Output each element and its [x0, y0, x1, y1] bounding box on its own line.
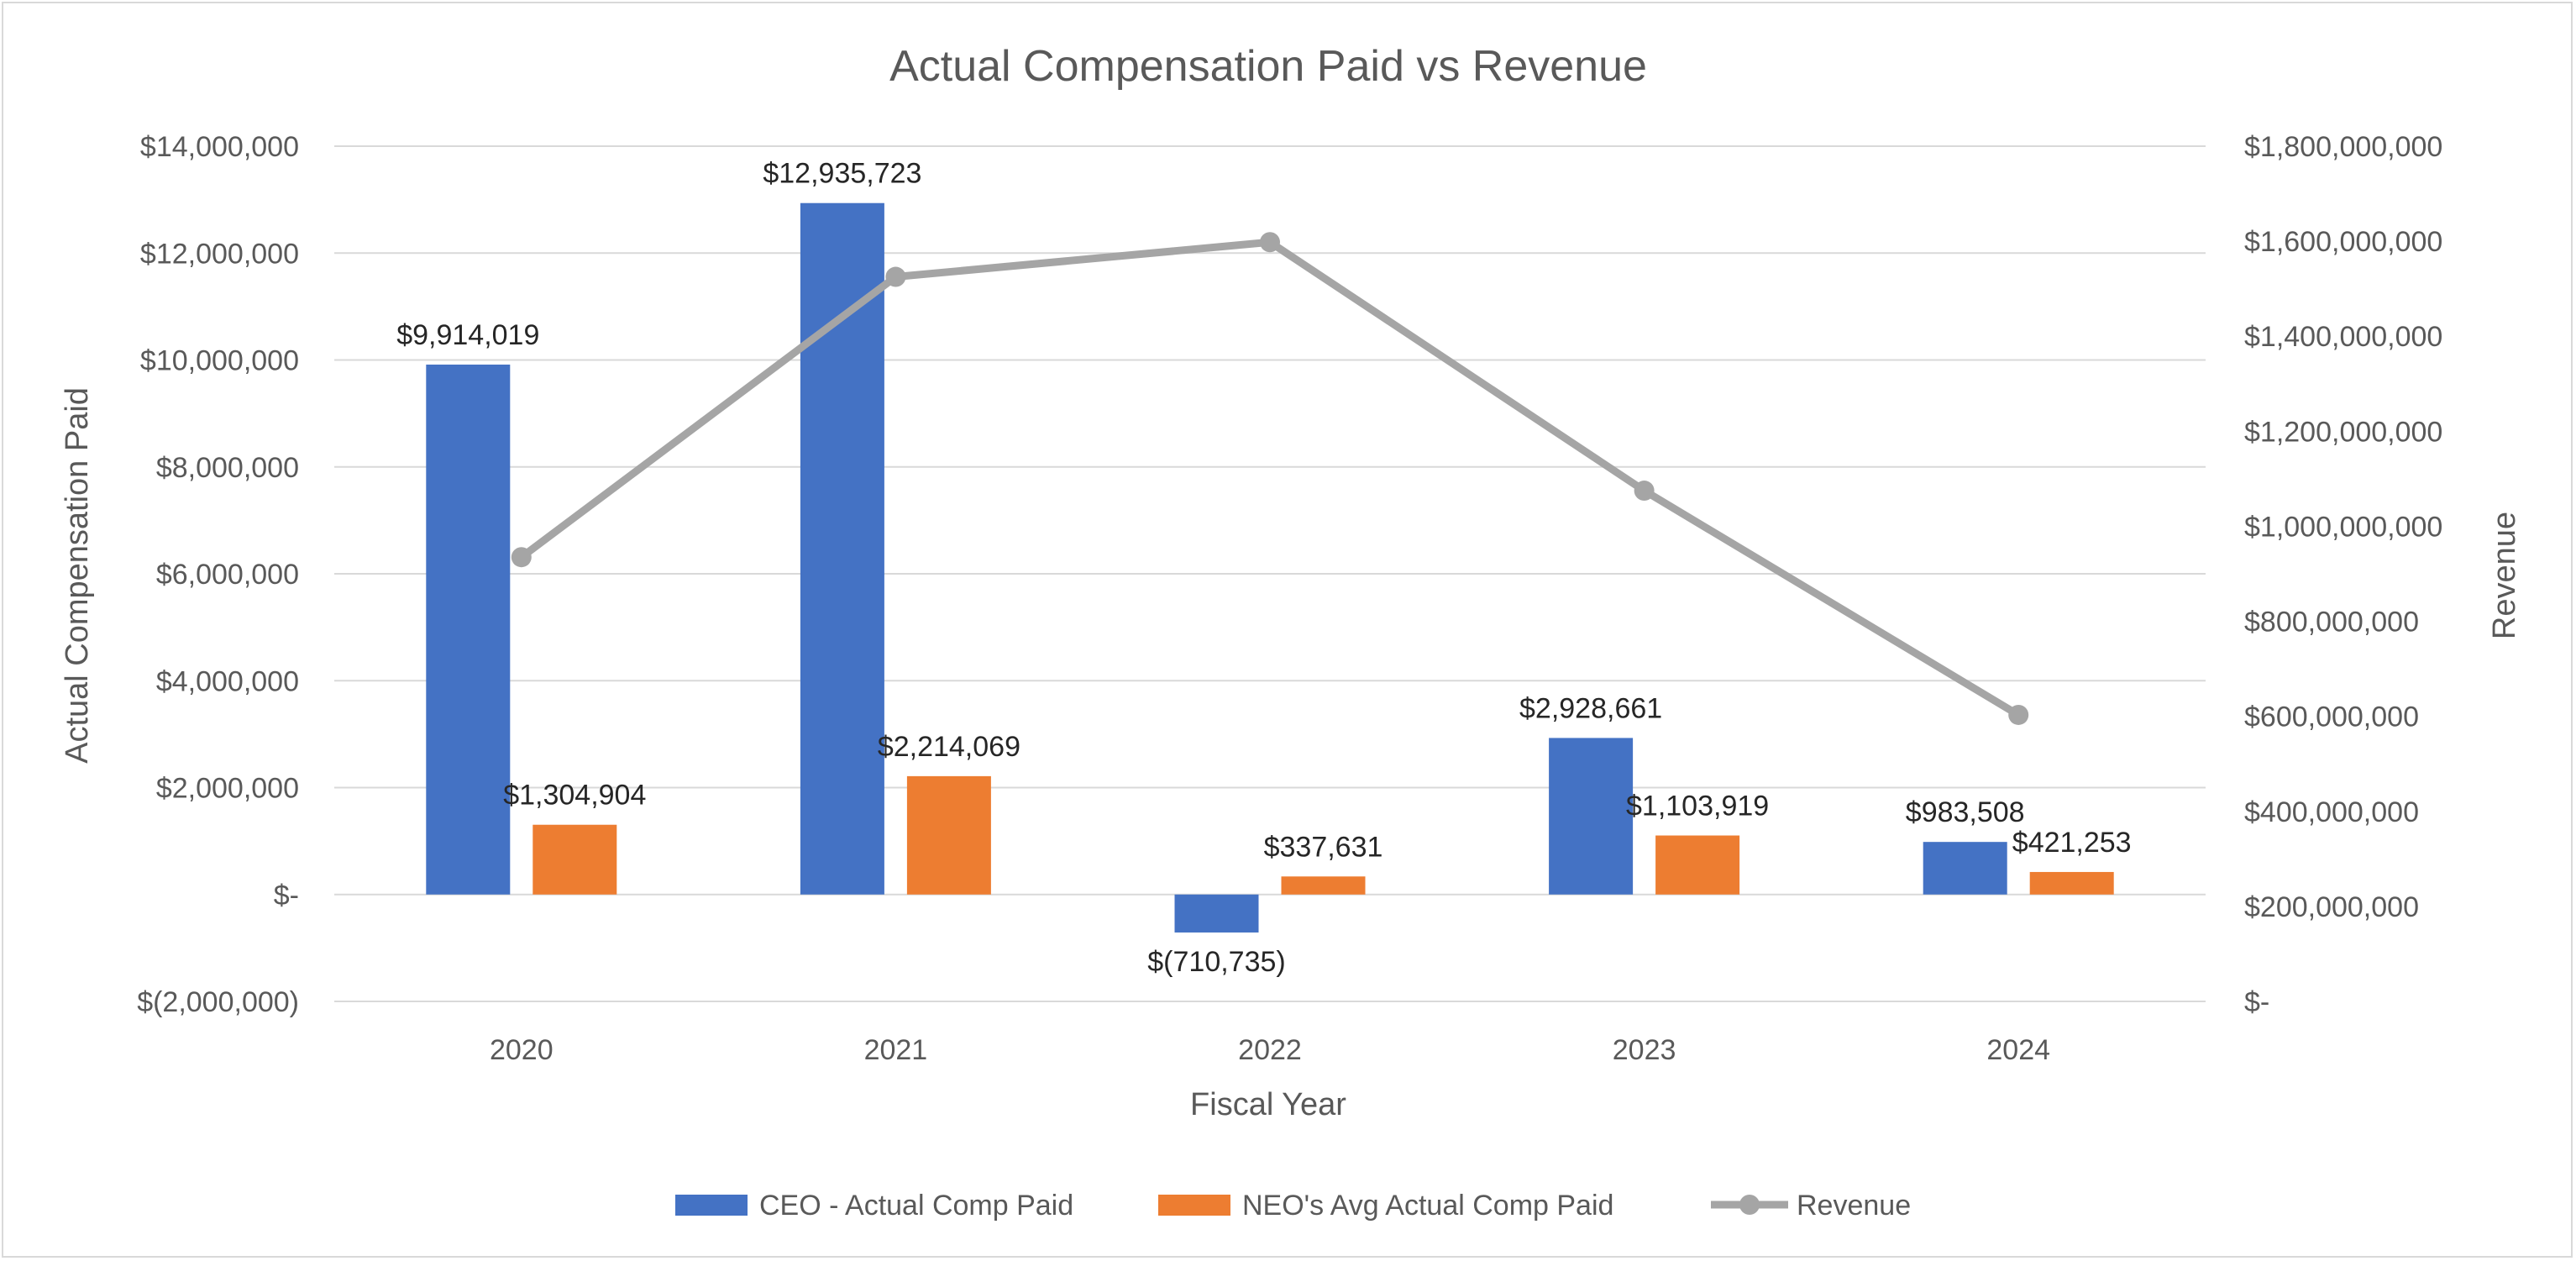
y2-tick-label: $1,200,000,000	[2244, 416, 2442, 448]
legend-label: Revenue	[1797, 1190, 1911, 1222]
x-tick-label: 2023	[1613, 1034, 1676, 1066]
y2-tick-label: $800,000,000	[2244, 607, 2419, 638]
neo-data-label: $1,304,904	[503, 780, 646, 812]
ceo-bar-2021	[800, 202, 884, 895]
y2-tick-label: $1,600,000,000	[2244, 226, 2442, 258]
ceo-bar-2022	[1174, 894, 1259, 933]
x-axis-ticks: 2020 2021 2022 2023 2024	[490, 1034, 2050, 1066]
legend-swatch-marker	[1739, 1195, 1760, 1215]
ceo-bar-2023	[1549, 738, 1634, 895]
ceo-data-label: $2,928,661	[1519, 692, 1662, 724]
y-tick-label: $(2,000,000)	[137, 986, 299, 1018]
x-tick-label: 2022	[1238, 1034, 1302, 1066]
y-axis-right-ticks: $- $200,000,000 $400,000,000 $600,000,000 $8…	[2244, 131, 2442, 1018]
y2-tick-label: $-	[2244, 986, 2269, 1018]
legend: CEO - Actual Comp Paid NEO's Avg Actual C…	[675, 1190, 1911, 1222]
ceo-bar-2024	[1923, 842, 2007, 895]
ceo-data-label: $(710,735)	[1147, 946, 1285, 978]
legend-item-2: NEO's Avg Actual Comp Paid	[1158, 1190, 1613, 1222]
neo-data-label: $1,103,919	[1626, 791, 1769, 822]
legend-swatch	[675, 1195, 748, 1216]
neo-bar-2024	[2029, 871, 2114, 895]
ceo-data-label: $983,508	[1906, 796, 2025, 828]
chart-title: Actual Compensation Paid vs Revenue	[889, 42, 1647, 91]
neo-data-label: $337,631	[1264, 831, 1383, 863]
y2-tick-label: $1,000,000,000	[2244, 511, 2442, 543]
neo-bar-2021	[906, 775, 991, 895]
y-tick-label: $14,000,000	[140, 131, 299, 163]
legend-item-1: CEO - Actual Comp Paid	[675, 1190, 1073, 1222]
neo-bar-2020	[533, 824, 617, 895]
ceo-data-label: $9,914,019	[396, 319, 539, 351]
y-tick-label: $2,000,000	[156, 773, 299, 805]
revenue-point-2022	[1260, 232, 1280, 253]
y-tick-label: $8,000,000	[156, 452, 299, 484]
y-axis-right-title: Revenue	[2487, 512, 2522, 639]
revenue-point-2021	[885, 266, 906, 287]
y-tick-label: $6,000,000	[156, 559, 299, 591]
neo-data-label: $2,214,069	[878, 731, 1020, 763]
x-tick-label: 2024	[1986, 1034, 2050, 1066]
revenue-point-2023	[1634, 481, 1655, 502]
revenue-point-2024	[2008, 704, 2029, 725]
y-axis-left-ticks: $(2,000,000) $- $2,000,000 $4,000,000 $6,000…	[137, 131, 299, 1018]
legend-label: NEO's Avg Actual Comp Paid	[1242, 1190, 1613, 1222]
revenue-point-2020	[511, 547, 532, 568]
x-axis-title: Fiscal Year	[1190, 1087, 1346, 1122]
y-tick-label: $10,000,000	[140, 345, 299, 377]
y2-tick-label: $600,000,000	[2244, 701, 2419, 733]
data-labels: $9,914,019 $12,935,723 $(710,735) $2,928,66…	[396, 158, 2131, 978]
neo-bar-2022	[1281, 876, 1366, 895]
y-tick-label: $-	[274, 880, 299, 912]
revenue-line-series	[511, 232, 2029, 725]
y-tick-label: $12,000,000	[140, 238, 299, 270]
legend-swatch	[1158, 1195, 1230, 1216]
bars	[426, 202, 2114, 933]
y-axis-left-title: Actual Compensation Paid	[60, 387, 95, 764]
neo-bar-2023	[1655, 835, 1740, 895]
legend-label: CEO - Actual Comp Paid	[759, 1190, 1073, 1222]
y2-tick-label: $1,400,000,000	[2244, 321, 2442, 353]
ceo-data-label: $12,935,723	[763, 158, 921, 190]
revenue-line	[517, 238, 2023, 719]
x-tick-label: 2020	[490, 1034, 553, 1066]
y2-tick-label: $1,800,000,000	[2244, 131, 2442, 163]
y2-tick-label: $400,000,000	[2244, 796, 2419, 828]
legend-item-3: Revenue	[1711, 1190, 1911, 1222]
neo-data-label: $421,253	[2012, 827, 2132, 859]
x-tick-label: 2021	[864, 1034, 928, 1066]
y2-tick-label: $200,000,000	[2244, 891, 2419, 923]
ceo-bar-2020	[426, 364, 511, 895]
chart-svg: Actual Compensation Paid vs Revenue $(2,…	[60, 42, 2522, 1222]
y-tick-label: $4,000,000	[156, 665, 299, 697]
